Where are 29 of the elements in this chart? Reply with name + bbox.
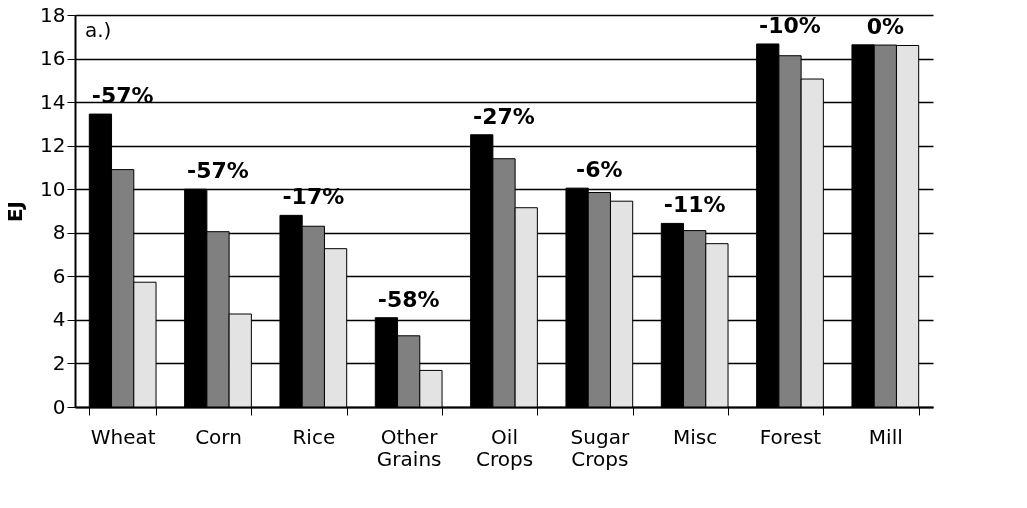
- y-tick-label: 10: [40, 176, 66, 201]
- y-axis-title: EJ: [3, 200, 28, 223]
- x-tick-label: Rice: [292, 424, 336, 449]
- annotation: -27%: [473, 103, 535, 129]
- x-tick-label: Sugar Crops: [570, 424, 630, 471]
- y-tick-label: 2: [52, 350, 66, 375]
- x-tick-label: Wheat: [90, 424, 156, 449]
- x-tick-label: Oil Crops: [475, 424, 534, 471]
- x-tick-label: Forest: [759, 424, 822, 449]
- y-tick-label: 18: [40, 2, 66, 27]
- y-tick-label: 8: [52, 220, 66, 245]
- annotation: -11%: [663, 192, 726, 218]
- x-tick-label: Mill: [868, 424, 903, 449]
- x-tick-label: Corn: [195, 424, 242, 449]
- annotation: -57%: [91, 83, 154, 109]
- x-tick-label: Misc: [673, 424, 718, 449]
- y-tick-label: 16: [40, 46, 66, 71]
- annotation: -57%: [187, 158, 249, 184]
- y-tick-label: 14: [40, 89, 66, 114]
- annotation: 0%: [866, 13, 905, 39]
- annotation: a.): [85, 18, 112, 42]
- x-tick-label: Other Grains: [376, 424, 442, 471]
- annotation: -10%: [759, 12, 821, 38]
- y-tick-label: 0: [52, 394, 66, 419]
- y-tick-label: 4: [52, 307, 66, 332]
- annotation: -58%: [377, 286, 440, 312]
- y-tick-label: 6: [52, 263, 66, 288]
- y-tick-label: 12: [40, 133, 66, 158]
- annotation: -6%: [576, 157, 623, 183]
